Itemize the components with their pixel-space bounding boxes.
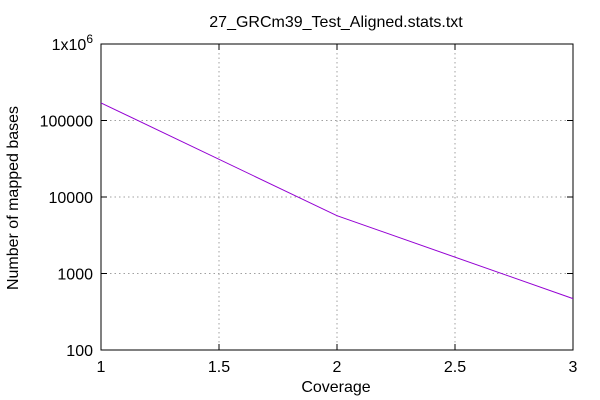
x-axis-label: Coverage (301, 379, 370, 396)
y-tick-label: 10000 (49, 190, 94, 207)
y-tick-label: 1000 (57, 267, 93, 284)
series-layer (100, 102, 574, 300)
x-tick-label: 3 (569, 359, 578, 376)
x-tick-label: 2 (333, 359, 342, 376)
x-tick-labels: 1 1.5 2 2.5 3 (97, 359, 578, 376)
y-tick-label: 100 (66, 343, 93, 360)
y-tick-labels: 100 1000 10000 100000 1x106 (40, 32, 94, 360)
y-tick-label-exponent: 6 (86, 32, 93, 46)
series-line (100, 102, 574, 300)
plot-frame (100, 43, 574, 351)
y-tick-label: 100000 (40, 114, 93, 131)
y-axis-label: Number of mapped bases (5, 106, 22, 290)
x-tick-label: 2.5 (444, 359, 466, 376)
x-tick-label: 1 (97, 359, 106, 376)
grid (101, 44, 573, 350)
chart-title: 27_GRCm39_Test_Aligned.stats.txt (209, 14, 463, 31)
x-tick-label: 1.5 (208, 359, 230, 376)
y-tick-label: 1x106 (52, 32, 94, 54)
